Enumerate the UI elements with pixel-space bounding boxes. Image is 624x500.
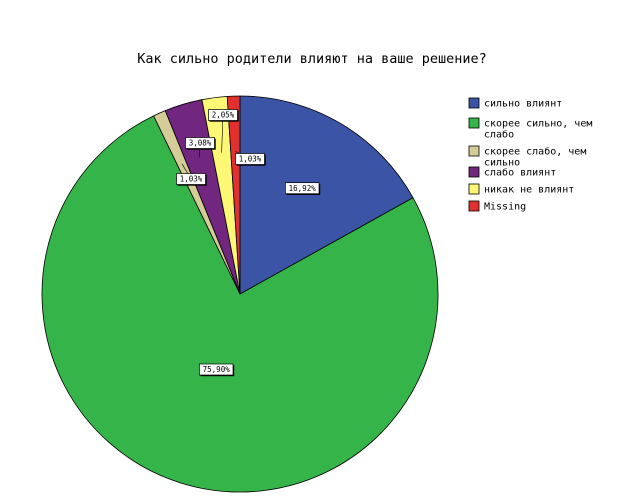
legend-label: скорее сильно, чем [484,119,592,130]
legend-label: скорее слабо, чем [484,146,586,158]
data-label-text: 75,90% [203,365,231,374]
pie-slices [41,95,439,493]
data-labels: 16,92% 75,90% 1,03% 3,08% 2,05% 1,03% [176,109,321,377]
data-label-4: 3,08% [185,137,216,150]
pie-slice-1 [239,95,414,295]
legend-item-5: никак не влиянт [468,183,574,196]
data-label-2: 75,90% [199,363,235,377]
data-label-text: 2,05% [212,111,235,120]
pie-slice-2 [41,115,439,493]
legend-item-4: слабо влиянт [468,166,556,179]
legend-swatch [468,166,480,178]
pie-slice-6 [226,95,241,295]
chart-title: Как сильно родители влияют на ваше решен… [137,51,487,67]
data-label-box [285,182,320,195]
legend-swatch [468,145,480,157]
legend-swatch [468,200,480,212]
data-label-1: 16,92% [285,182,321,195]
data-label-text: 16,92% [289,184,317,193]
data-label-box [199,363,234,376]
data-label-3: 1,03% [176,173,207,186]
legend-item-1: сильно влиянт [468,97,562,110]
data-label-box [176,173,206,185]
legend-label: Missing [484,202,526,213]
data-label-box [185,137,215,149]
legend-label: слабо влиянт [484,167,556,179]
legend-label: сильно влиянт [484,99,562,110]
data-label-box [208,109,238,121]
data-label-6: 1,03% [235,153,266,166]
data-label-text: 1,03% [239,155,262,164]
legend-label: никак не влиянт [484,185,574,196]
data-label-5: 2,05% [208,109,239,122]
legend-item-6: Missing [468,200,526,213]
legend-swatch [468,183,480,195]
legend-label: слабо [484,129,514,141]
data-label-text: 1,03% [180,175,203,184]
legend-label: сильно [484,158,520,169]
legend-swatch [468,97,480,109]
legend-swatch [468,117,480,129]
data-label-text: 3,08% [189,139,212,148]
data-label-box [235,153,265,165]
